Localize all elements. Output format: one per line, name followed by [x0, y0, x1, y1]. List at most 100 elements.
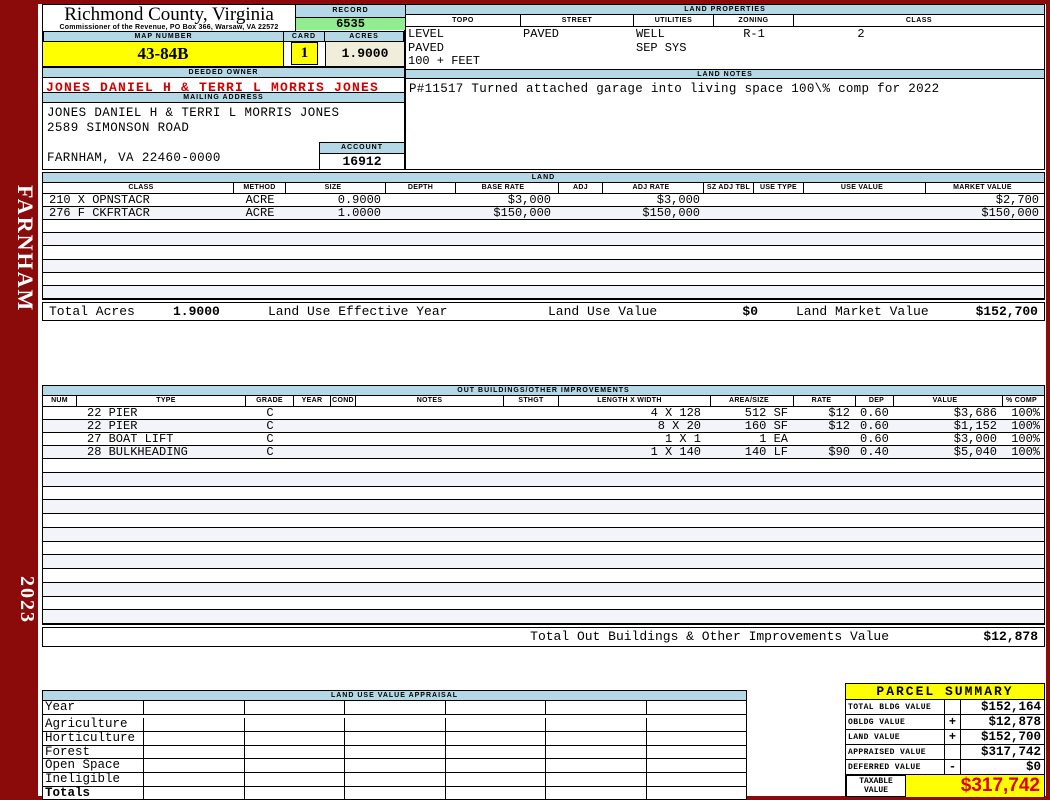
cell-notes: [356, 420, 504, 432]
table-row: 276 F CKFRTACR ACRE 1.0000 $150,000 $150…: [43, 207, 1044, 220]
cell-pct-comp: 100%: [1011, 433, 1040, 445]
appraisal-empty-cell: [345, 731, 446, 745]
out-buildings-rows: 22 PIER C 4 X 128 512 SF $12 0.60 $3,686…: [43, 407, 1044, 624]
appraisal-empty-cell: [144, 773, 245, 786]
appraisal-empty-cell: [144, 731, 245, 745]
record-label: RECORD: [296, 5, 405, 18]
column-header-size: SIZE: [286, 183, 386, 193]
cell-area-size: 1 EA: [759, 433, 788, 445]
parcel-summary-title: PARCEL SUMMARY: [846, 684, 1044, 700]
cell-adj: [559, 207, 603, 219]
land-notes-title: LAND NOTES: [406, 69, 1044, 79]
column-header-grade: GRADE: [246, 396, 294, 406]
taxable-value: $317,742: [960, 775, 1040, 796]
column-header-value: VALUE: [894, 396, 1003, 406]
land-value-label: LAND VALUE: [846, 730, 945, 744]
map-card-acres-values: 43-84B 1 1.9000: [43, 42, 404, 67]
appraisal-empty-cell: [647, 759, 747, 772]
cell-grade: C: [266, 407, 274, 419]
appraisal-empty-cell: [647, 773, 747, 786]
appraisal-empty-cell: [546, 718, 647, 731]
appraisal-empty-cell: [245, 786, 345, 800]
appraisal-empty-cell: [446, 759, 546, 773]
appraisal-row-label: Year: [43, 701, 144, 714]
cell-adj-rate: $3,000: [656, 194, 700, 206]
cell-notes: [356, 407, 504, 419]
class-value: 2: [796, 27, 926, 42]
empty-table-row: [43, 259, 1044, 273]
appraised-value: $317,742: [980, 745, 1041, 759]
cell-value: $5,040: [953, 446, 997, 458]
cell-adj-rate: $150,000: [642, 207, 700, 219]
land-properties-headers: TOPO STREET UTILITIES ZONING CLASS: [406, 15, 1044, 27]
cell-value: $3,000: [953, 433, 997, 445]
column-header-pct-comp: % COMP: [1006, 397, 1037, 404]
cell-dep: 0.40: [860, 446, 889, 458]
table-row: 22 PIER C 4 X 128 512 SF $12 0.60 $3,686…: [43, 407, 1044, 420]
appraisal-empty-cell: [446, 718, 546, 731]
mailing-address-line3: FARNHAM, VA 22460-0000: [47, 151, 221, 165]
appraisal-row-label: Totals: [43, 787, 144, 800]
value-line: 2: [857, 27, 865, 41]
cell-pct-comp: 100%: [1011, 420, 1040, 432]
land-table: LAND CLASS METHOD SIZE DEPTH BASE RATE A…: [42, 172, 1045, 300]
summary-row: TOTAL BLDG VALUE $152,164: [846, 700, 1044, 715]
cell-pct-comp: 100%: [1011, 407, 1040, 419]
land-table-headers: CLASS METHOD SIZE DEPTH BASE RATE ADJ AD…: [43, 183, 1044, 194]
appraisal-empty-cell: [647, 746, 747, 759]
cell-cond: [331, 407, 356, 419]
cell-rate: $12: [828, 420, 850, 432]
obldg-value-label: OBLDG VALUE: [846, 715, 945, 729]
appraisal-empty-cell: [647, 787, 747, 800]
cell-base-rate: $3,000: [507, 194, 551, 206]
operator: +: [945, 715, 961, 729]
cell-base-rate: $150,000: [493, 207, 551, 219]
land-use-value: $0: [742, 304, 758, 319]
cell-cond: [331, 433, 356, 445]
appraisal-row-label: Ineligible: [43, 773, 144, 786]
appraisal-row-label: Open Space: [43, 759, 144, 773]
out-buildings-title: OUT BUILDINGS/OTHER IMPROVEMENTS: [43, 386, 1044, 396]
value-line: R-1: [743, 27, 765, 41]
appraisal-empty-cell: [245, 701, 345, 714]
cell-sz-adj-tbl: [704, 194, 754, 206]
cell-num: [43, 407, 77, 419]
cell-area-size: 140 LF: [744, 446, 788, 458]
column-header-adj: ADJ: [559, 183, 603, 193]
value-line: WELL: [636, 27, 665, 41]
out-buildings-table: OUT BUILDINGS/OTHER IMPROVEMENTS NUM TYP…: [42, 385, 1045, 625]
appraisal-empty-cell: [546, 731, 647, 745]
summary-row: DEFERRED VALUE - $0: [846, 760, 1044, 775]
cell-year: [294, 433, 331, 445]
table-row: 210 X OPNSTACR ACRE 0.9000 $3,000 $3,000…: [43, 194, 1044, 207]
cell-rate: $12: [828, 407, 850, 419]
cell-area-size: 160 SF: [744, 420, 788, 432]
map-card-acres-headers: MAP NUMBER CARD ACRES: [43, 31, 404, 42]
column-header-use-value: USE VALUE: [804, 183, 926, 193]
owner-header-group: Richmond County, Virginia Commissioner o…: [42, 4, 405, 170]
value-line: SEP SYS: [636, 40, 687, 55]
cell-year: [294, 420, 331, 432]
appraisal-empty-cell: [446, 745, 546, 759]
land-totals-strip: Total Acres 1.9000 Land Use Effective Ye…: [42, 302, 1045, 321]
appraisal-row-ineligible: Ineligible: [43, 773, 746, 787]
column-header-depth: DEPTH: [386, 183, 456, 193]
cell-dep: 0.60: [860, 407, 889, 419]
appraisal-empty-cell: [245, 773, 345, 786]
parcel-summary: PARCEL SUMMARY TOTAL BLDG VALUE $152,164…: [845, 683, 1045, 797]
empty-table-row: [43, 514, 1044, 528]
appraisal-row-label: Forest: [43, 745, 144, 759]
out-buildings-total-strip: Total Out Buildings & Other Improvements…: [42, 627, 1045, 647]
appraised-value-label: APPRAISED VALUE: [846, 745, 945, 759]
mailing-address-label: MAILING ADDRESS: [43, 92, 404, 103]
column-header-type: TYPE: [77, 396, 246, 406]
appraisal-row-totals: Totals: [43, 787, 746, 800]
empty-table-row: [43, 246, 1044, 260]
account-value: 16912: [342, 154, 382, 169]
summary-row: LAND VALUE + $152,700: [846, 730, 1044, 745]
cell-market-value: $150,000: [981, 207, 1039, 219]
cell-value: $1,152: [953, 420, 997, 432]
cell-dep: 0.60: [860, 433, 889, 445]
acres-value: 1.9000: [326, 42, 404, 66]
class-values: 2: [794, 27, 1044, 69]
